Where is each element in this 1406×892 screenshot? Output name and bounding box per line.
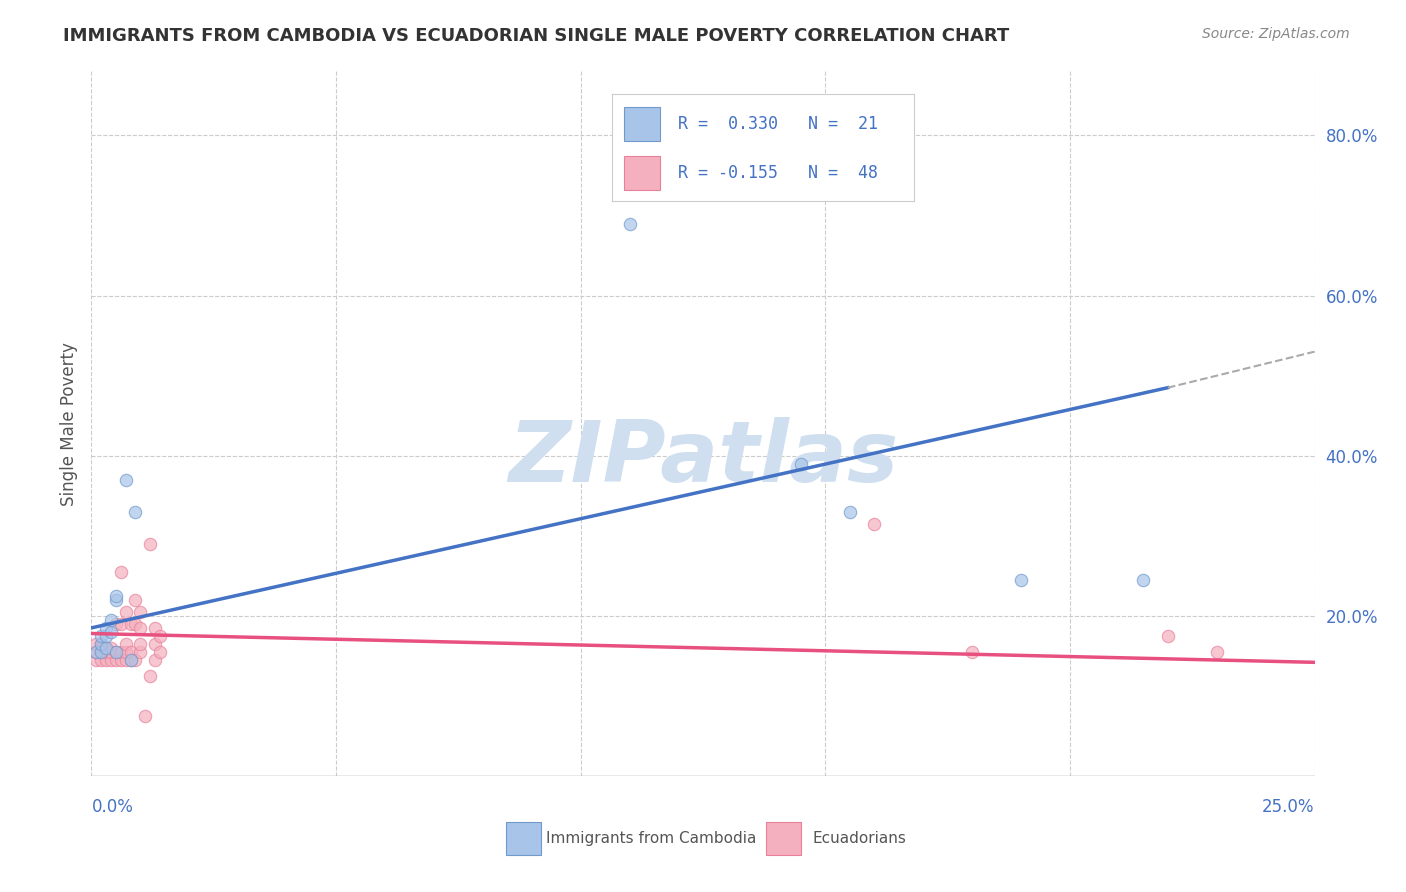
Point xyxy=(100,653,122,667)
Point xyxy=(1132,573,1154,587)
Point xyxy=(90,629,112,643)
Point xyxy=(104,616,127,631)
Point xyxy=(124,616,146,631)
Point xyxy=(149,629,172,643)
Point xyxy=(139,537,162,551)
Point xyxy=(114,473,136,487)
Text: R =  0.330   N =  21: R = 0.330 N = 21 xyxy=(678,115,879,133)
Point xyxy=(120,645,142,659)
Point xyxy=(114,637,136,651)
Point xyxy=(94,621,117,635)
Point xyxy=(129,605,152,619)
Point xyxy=(84,637,107,651)
Point xyxy=(94,629,117,643)
Point xyxy=(139,669,162,683)
Point xyxy=(114,645,136,659)
Point xyxy=(1157,629,1180,643)
Point xyxy=(90,640,112,655)
Point xyxy=(838,505,860,519)
Point xyxy=(84,653,107,667)
Point xyxy=(90,653,112,667)
Point xyxy=(120,653,142,667)
Point xyxy=(84,645,107,659)
Text: Ecuadorians: Ecuadorians xyxy=(813,831,907,846)
Text: Immigrants from Cambodia: Immigrants from Cambodia xyxy=(546,831,756,846)
Point xyxy=(1010,573,1032,587)
Point xyxy=(104,645,127,659)
Text: 25.0%: 25.0% xyxy=(1263,798,1315,816)
Point xyxy=(790,457,813,471)
Point xyxy=(149,645,172,659)
Point xyxy=(129,645,152,659)
Point xyxy=(143,621,166,635)
Point xyxy=(100,613,122,627)
Y-axis label: Single Male Poverty: Single Male Poverty xyxy=(59,342,77,506)
Text: 0.0%: 0.0% xyxy=(91,798,134,816)
Point xyxy=(94,640,117,655)
Point xyxy=(120,616,142,631)
FancyBboxPatch shape xyxy=(624,106,659,141)
Text: R = -0.155   N =  48: R = -0.155 N = 48 xyxy=(678,164,879,182)
Point xyxy=(124,592,146,607)
Point xyxy=(110,616,132,631)
Point xyxy=(960,645,983,659)
Point xyxy=(100,640,122,655)
Point xyxy=(104,592,127,607)
Point xyxy=(143,637,166,651)
Point xyxy=(120,653,142,667)
Point xyxy=(110,653,132,667)
Point xyxy=(94,653,117,667)
Point xyxy=(90,645,112,659)
Point xyxy=(94,642,117,657)
Text: ZIPatlas: ZIPatlas xyxy=(508,417,898,500)
Point xyxy=(90,637,112,651)
Point xyxy=(716,169,738,183)
Point xyxy=(1205,645,1227,659)
Point xyxy=(94,645,117,659)
FancyBboxPatch shape xyxy=(624,156,659,190)
Text: IMMIGRANTS FROM CAMBODIA VS ECUADORIAN SINGLE MALE POVERTY CORRELATION CHART: IMMIGRANTS FROM CAMBODIA VS ECUADORIAN S… xyxy=(63,27,1010,45)
Point xyxy=(90,645,112,659)
Point xyxy=(129,621,152,635)
Point xyxy=(114,653,136,667)
Point xyxy=(90,645,112,659)
Point xyxy=(114,605,136,619)
Point xyxy=(110,565,132,579)
Point xyxy=(863,516,886,531)
Point xyxy=(100,645,122,659)
Point xyxy=(124,653,146,667)
Point xyxy=(134,709,156,723)
Text: Source: ZipAtlas.com: Source: ZipAtlas.com xyxy=(1202,27,1350,41)
Point xyxy=(104,653,127,667)
Point xyxy=(129,637,152,651)
Point xyxy=(143,653,166,667)
Point xyxy=(84,645,107,659)
Point xyxy=(94,645,117,659)
Point xyxy=(124,505,146,519)
Point xyxy=(104,645,127,659)
Point xyxy=(619,217,641,231)
Point xyxy=(104,589,127,603)
Point xyxy=(100,624,122,639)
Point xyxy=(110,645,132,659)
Point xyxy=(90,637,112,651)
